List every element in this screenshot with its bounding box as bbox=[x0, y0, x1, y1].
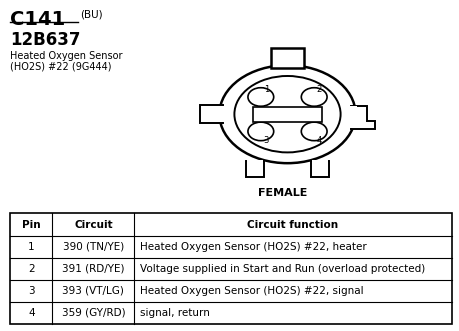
Text: Heated Oxygen Sensor (HO2S) #22, signal: Heated Oxygen Sensor (HO2S) #22, signal bbox=[140, 286, 363, 296]
Text: 12B637: 12B637 bbox=[10, 31, 80, 49]
Text: signal, return: signal, return bbox=[140, 308, 209, 318]
FancyBboxPatch shape bbox=[252, 107, 321, 122]
Text: 4: 4 bbox=[28, 308, 34, 318]
Text: Pin: Pin bbox=[22, 219, 40, 229]
Bar bbox=[349, 106, 356, 128]
Bar bbox=[246, 160, 262, 165]
Bar bbox=[310, 161, 329, 177]
Circle shape bbox=[234, 76, 340, 152]
Circle shape bbox=[301, 122, 326, 141]
Text: Circuit function: Circuit function bbox=[247, 219, 338, 229]
Text: 390 (TN/YE): 390 (TN/YE) bbox=[62, 242, 124, 252]
Text: 1: 1 bbox=[28, 242, 34, 252]
Text: 3: 3 bbox=[28, 286, 34, 296]
Bar bbox=[245, 161, 263, 177]
Bar bbox=[217, 106, 224, 122]
Bar bbox=[200, 105, 223, 123]
Bar bbox=[271, 48, 303, 68]
Text: (BU): (BU) bbox=[80, 10, 103, 20]
Circle shape bbox=[219, 65, 355, 163]
Text: 2: 2 bbox=[28, 263, 34, 274]
Text: 393 (VT/LG): 393 (VT/LG) bbox=[62, 286, 124, 296]
Bar bbox=[312, 160, 327, 165]
Text: (HO2S) #22 (9G444): (HO2S) #22 (9G444) bbox=[10, 61, 112, 71]
Text: 4: 4 bbox=[315, 136, 321, 145]
Text: Circuit: Circuit bbox=[74, 219, 112, 229]
Text: Voltage supplied in Start and Run (overload protected): Voltage supplied in Start and Run (overl… bbox=[140, 263, 424, 274]
Text: Heated Oxygen Sensor: Heated Oxygen Sensor bbox=[10, 51, 123, 61]
Circle shape bbox=[247, 88, 273, 106]
Polygon shape bbox=[350, 106, 374, 129]
Circle shape bbox=[247, 122, 273, 141]
Text: 359 (GY/RD): 359 (GY/RD) bbox=[62, 308, 125, 318]
Text: C141: C141 bbox=[10, 10, 65, 29]
Text: 2: 2 bbox=[315, 85, 321, 94]
Circle shape bbox=[301, 88, 326, 106]
Text: FEMALE: FEMALE bbox=[257, 188, 307, 198]
Text: Heated Oxygen Sensor (HO2S) #22, heater: Heated Oxygen Sensor (HO2S) #22, heater bbox=[140, 242, 366, 252]
Text: 1: 1 bbox=[263, 85, 269, 94]
Text: 391 (RD/YE): 391 (RD/YE) bbox=[62, 263, 124, 274]
Bar bbox=[272, 62, 302, 66]
Text: 3: 3 bbox=[263, 136, 269, 145]
